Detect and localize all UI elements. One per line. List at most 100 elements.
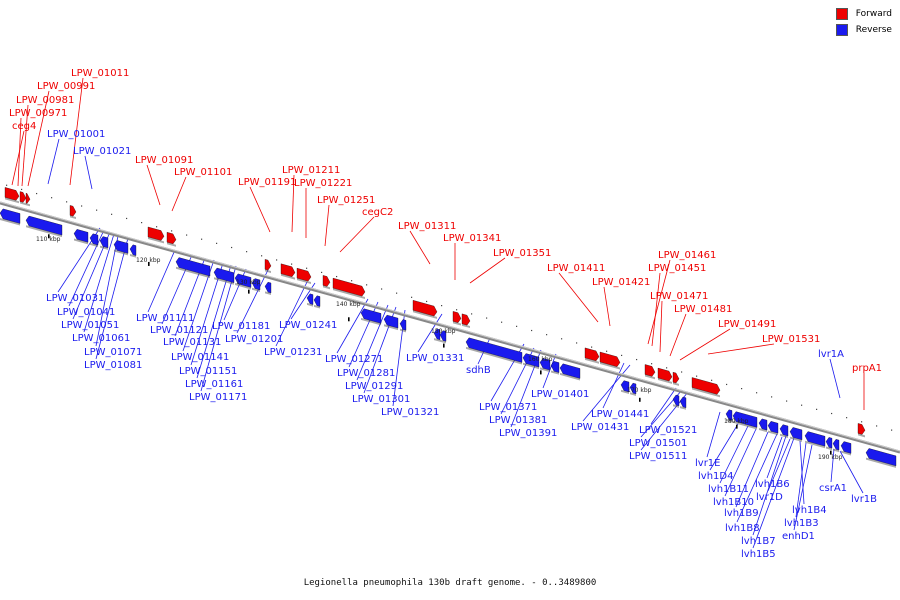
leader-line [795,442,807,518]
legend-forward: Forward [835,8,892,20]
forward-gene-label: LPW_01471 [650,291,708,302]
forward-gene [264,259,272,273]
leader-line [752,437,795,549]
leader-line [275,281,308,347]
position-dot [696,375,698,377]
position-dot [51,197,53,199]
reverse-gene [758,418,768,433]
forward-gene-label: LPW_00991 [37,81,95,92]
reverse-gene [313,295,321,309]
position-dot [246,251,248,253]
forward-gene [691,377,721,398]
reverse-gene-label: LPW_01391 [499,428,557,439]
reverse-gene [360,308,382,326]
position-dot [396,292,398,294]
position-dot [711,379,713,381]
reverse-gene [73,229,89,245]
position-dot [561,338,563,340]
leader-line [735,431,769,508]
legend-forward-label: Forward [855,9,892,19]
reverse-gene [550,361,560,375]
leader-line [603,286,611,327]
position-dot [111,213,113,215]
reverse-gene [399,319,407,333]
position-dot [456,309,458,311]
reverse-gene [840,441,852,456]
forward-gene [296,267,312,285]
leader-line [830,448,835,483]
leader-line [709,423,739,471]
reverse-gene [725,409,733,423]
forward-gene-label: prpA1 [852,363,882,374]
reverse-gene-label: LPW_01141 [171,352,229,363]
reverse-gene-label: LPW_01521 [639,425,697,436]
reverse-gene [234,273,252,290]
position-dot [606,350,608,352]
leader-line [651,272,661,347]
reverse-gene-label: lvh1B3 [784,518,819,529]
reverse-gene [439,330,447,344]
position-dot [726,383,728,386]
leader-line [84,155,93,190]
reverse-gene [25,215,63,238]
reverse-gene-label: LPW_01111 [136,313,194,324]
forward-gene-label: LPW_01421 [592,277,650,288]
position-dot [231,246,233,249]
reverse-gene [672,394,680,408]
forward-gene-label: LPW_01531 [762,334,820,345]
reverse-gene-label: LPW_01281 [337,368,395,379]
leader-line [95,235,119,347]
reverse-gene-label: LPW_01331 [406,353,464,364]
leader-line [558,272,599,323]
forward-gene-label: LPW_01191 [238,177,296,188]
leader-line [336,298,369,354]
position-dot [216,242,218,244]
leader-line [147,249,176,313]
forward-gene [147,226,165,244]
position-dot [336,275,338,278]
reverse-gene [465,337,523,365]
reverse-gene-label: LPW_01241 [279,320,337,331]
forward-gene-label: LPW_01221 [294,178,352,189]
reverse-gene-label: LPW_01231 [264,347,322,358]
reverse-gene-label: LPW_01151 [179,366,237,377]
reverse-gene-label: lvh1B11 [708,484,749,495]
leader-line [83,233,115,333]
reverse-gene [804,431,826,449]
leader-line [706,411,721,458]
position-dot [6,184,8,186]
reverse-swatch [835,24,848,36]
position-dot [531,329,533,332]
reverse-gene-label: lvh1B4 [792,505,827,516]
tick-label: 180 kbp [724,418,749,425]
reverse-gene [113,240,129,256]
reverse-gene [251,278,261,292]
reverse-gene [559,363,581,381]
tick-label: 150 kbp [431,328,456,335]
tick-label: 160 kbp [528,356,553,363]
reverse-gene-label: LPW_01031 [46,293,104,304]
position-dot [96,209,98,211]
position-dot [306,267,308,269]
reverse-gene-label: lvr1D [756,492,783,503]
reverse-gene [99,236,109,250]
reverse-gene-label: lvh1B6 [755,479,790,490]
leader-line [736,433,778,523]
position-dot [621,354,623,357]
position-dot [516,325,518,327]
leader-line [291,174,295,233]
leader-line [839,450,864,494]
leader-line [724,428,757,497]
forward-gene [332,277,366,300]
leader-line [324,204,330,247]
position-dot [186,234,188,236]
reverse-gene [679,396,687,410]
legend-reverse: Reverse [835,24,892,36]
position-dot [756,392,758,394]
forward-gene-label: LPW_01091 [135,155,193,166]
tick-mark [48,234,50,239]
reverse-gene-label: enhD1 [782,531,815,542]
forward-gene [25,193,31,207]
tick-mark [639,397,641,402]
forward-gene [69,205,77,220]
